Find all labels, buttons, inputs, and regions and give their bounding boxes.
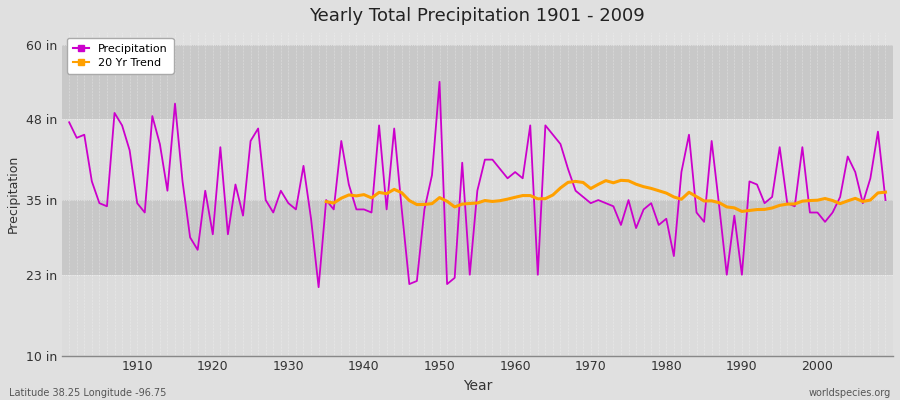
X-axis label: Year: Year — [463, 379, 492, 393]
Bar — [61, 200, 893, 275]
Legend: Precipitation, 20 Yr Trend: Precipitation, 20 Yr Trend — [68, 38, 174, 74]
Bar — [61, 119, 893, 200]
Text: Latitude 38.25 Longitude -96.75: Latitude 38.25 Longitude -96.75 — [9, 388, 166, 398]
20 Yr Trend — [834, 201, 845, 206]
Y-axis label: Precipitation: Precipitation — [7, 155, 20, 233]
Precipitation — [525, 123, 535, 128]
Precipitation — [880, 198, 891, 202]
20 Yr Trend — [797, 199, 808, 204]
Precipitation — [64, 120, 75, 125]
Text: worldspecies.org: worldspecies.org — [809, 388, 891, 398]
Title: Yearly Total Precipitation 1901 - 2009: Yearly Total Precipitation 1901 - 2009 — [310, 7, 645, 25]
20 Yr Trend — [366, 196, 377, 200]
Bar — [61, 44, 893, 119]
Line: 20 Yr Trend: 20 Yr Trend — [326, 180, 886, 212]
20 Yr Trend — [736, 209, 747, 214]
20 Yr Trend — [760, 207, 770, 212]
Precipitation — [344, 182, 355, 187]
Precipitation — [518, 176, 528, 181]
Precipitation — [124, 148, 135, 153]
20 Yr Trend — [782, 202, 793, 206]
Bar — [61, 275, 893, 356]
Line: Precipitation: Precipitation — [69, 82, 886, 287]
20 Yr Trend — [616, 178, 626, 183]
Precipitation — [616, 222, 626, 227]
20 Yr Trend — [774, 203, 785, 208]
Precipitation — [291, 207, 302, 212]
Precipitation — [434, 80, 445, 84]
Precipitation — [313, 285, 324, 290]
20 Yr Trend — [880, 190, 891, 194]
20 Yr Trend — [320, 199, 331, 204]
